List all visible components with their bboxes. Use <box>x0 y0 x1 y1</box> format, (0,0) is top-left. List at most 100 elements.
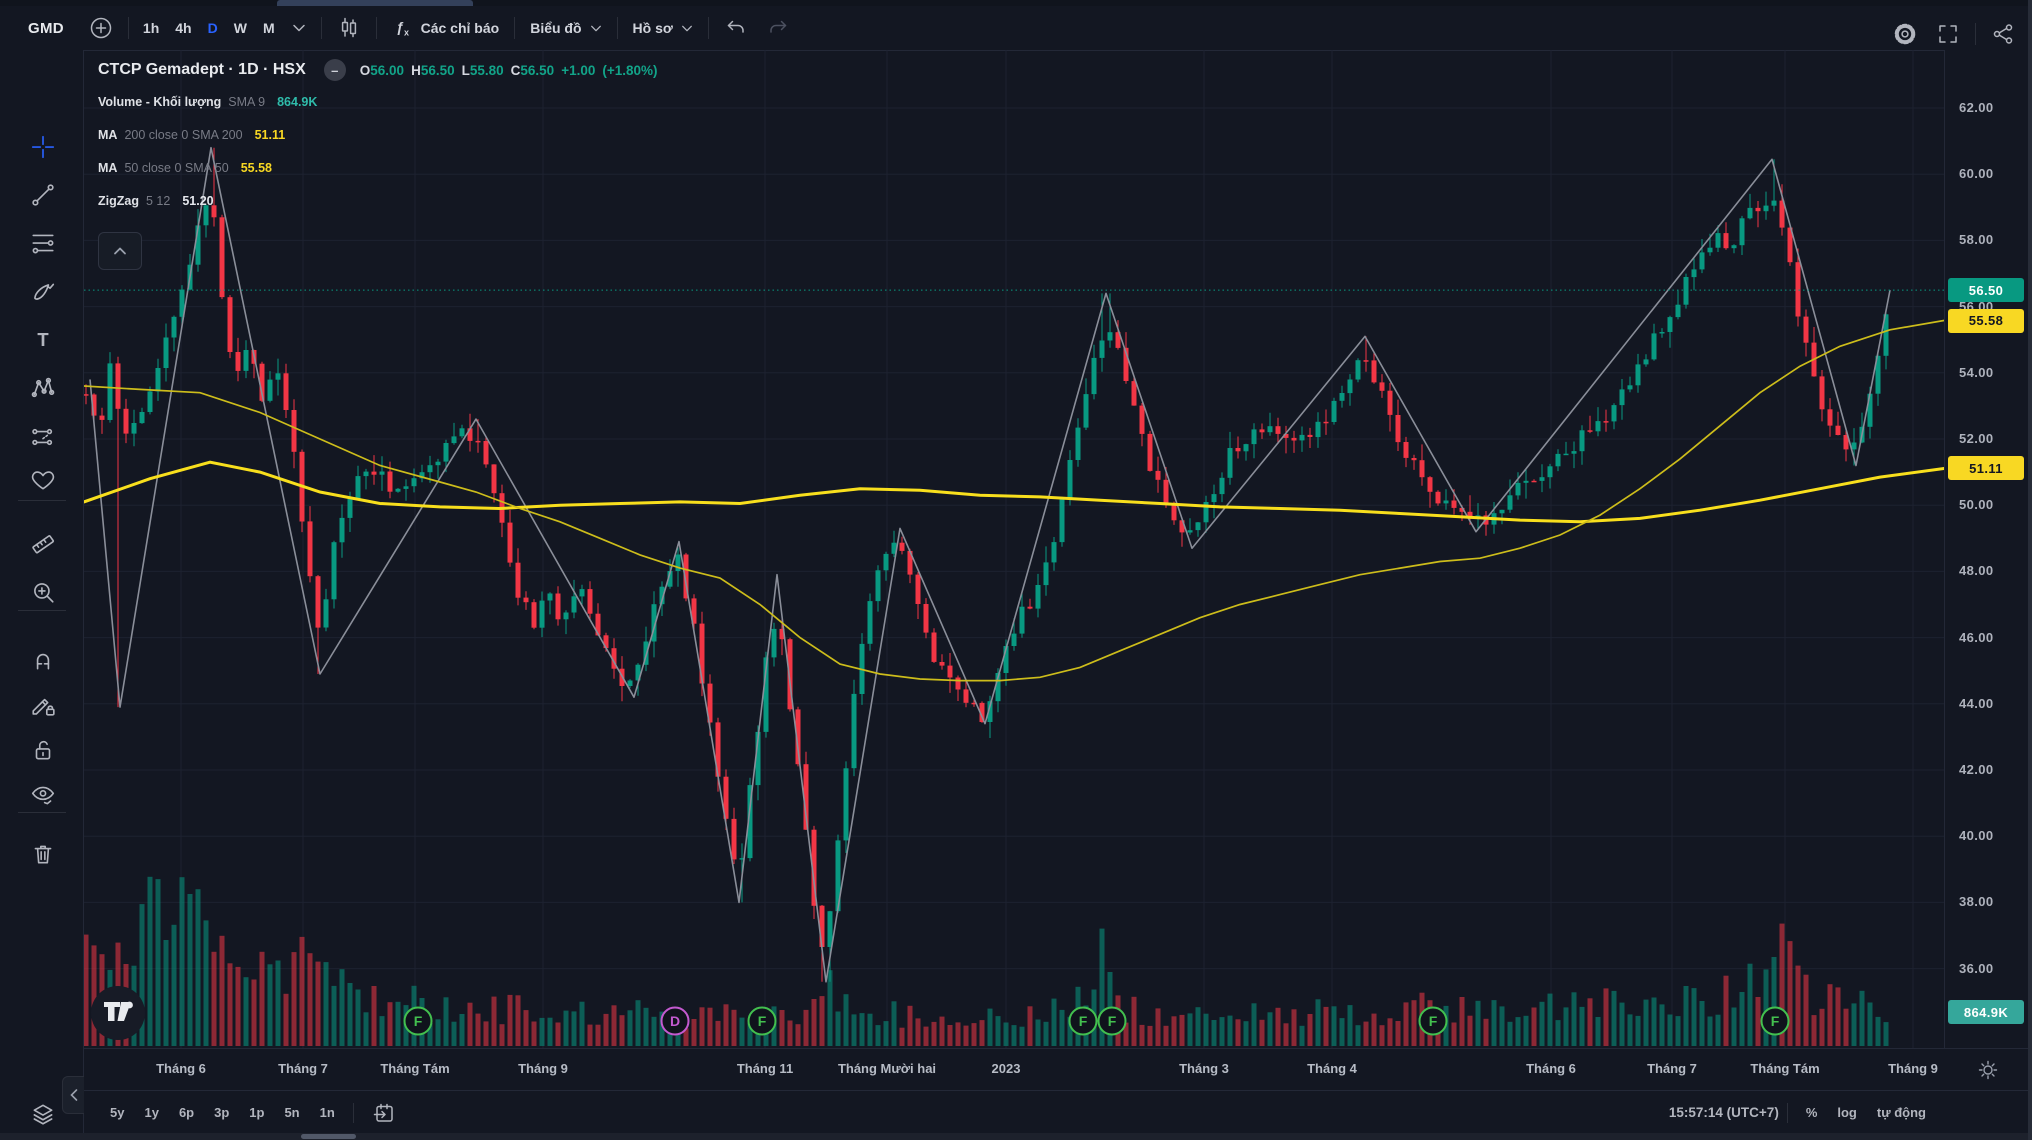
event-badge-F[interactable]: F <box>1068 1006 1098 1036</box>
interval-w-button[interactable]: W <box>233 20 247 36</box>
interval-dropdown-icon[interactable] <box>283 11 315 45</box>
interval-m-button[interactable]: M <box>262 20 275 36</box>
tradingview-logo[interactable] <box>91 986 145 1040</box>
xabcd-pattern-tool[interactable] <box>27 372 59 404</box>
time-axis[interactable]: Tháng 6 Tháng 7 Tháng Tám Tháng 9 Tháng 11 Th… <box>84 1048 1944 1091</box>
event-badge-D[interactable]: D <box>660 1006 690 1036</box>
auto-scale-button[interactable]: tự động <box>1876 1105 1926 1120</box>
divider <box>18 610 66 611</box>
divider <box>514 17 516 39</box>
event-badge-F[interactable]: F <box>1097 1006 1127 1036</box>
legend-row-1[interactable]: MA 200 close 0 SMA 200 51.11 <box>98 122 658 148</box>
event-badge-F[interactable]: F <box>1418 1006 1448 1036</box>
price-axis[interactable]: 62.00 60.00 58.00 56.00 54.00 52.00 50.00 48.00… <box>1944 50 2029 1048</box>
event-badge-F[interactable]: F <box>747 1006 777 1036</box>
event-badge-F[interactable]: F <box>1760 1006 1790 1036</box>
interval-d-button[interactable]: D <box>207 20 218 36</box>
lock-tool[interactable] <box>27 734 59 766</box>
forecast-tool-tool[interactable] <box>27 421 59 453</box>
change-percent: (+1.80%) <box>602 62 658 78</box>
trash-tool[interactable] <box>27 838 59 870</box>
session-sun-icon[interactable] <box>1976 1058 2000 1082</box>
volume-value-badge: 864.9K <box>1948 1000 2024 1024</box>
magnet-tool[interactable] <box>27 644 59 676</box>
range-5n-button[interactable]: 5n <box>284 1105 300 1120</box>
indicators-label: Các chỉ báo <box>420 20 500 36</box>
time-axis-label: Tháng 11 <box>736 1061 794 1076</box>
fib-retracement-icon <box>32 234 54 254</box>
price-axis-label: 40.00 <box>1959 828 1994 844</box>
divider <box>375 17 377 39</box>
profile-menu-button[interactable]: Hồ sơ <box>624 11 702 45</box>
window-right-edge <box>2028 0 2032 1140</box>
divider <box>18 500 66 501</box>
legend-row-0[interactable]: Volume - Khối lượng SMA 9 864.9K <box>98 89 658 115</box>
share-icon[interactable] <box>1982 17 2024 51</box>
range-1n-button[interactable]: 1n <box>319 1105 335 1120</box>
chart-style-candles-icon[interactable] <box>328 11 370 45</box>
settings-gear-icon[interactable] <box>1883 17 1927 51</box>
indicator-params: SMA 9 <box>228 95 266 109</box>
fib-retracement-tool[interactable] <box>27 227 59 259</box>
horizontal-scrollbar[interactable] <box>0 1133 2032 1140</box>
emoji-heart-tool[interactable] <box>27 464 59 496</box>
price-axis-label: 62.00 <box>1959 100 1994 115</box>
clock[interactable]: 15:57:14 (UTC+7) <box>1668 1105 1779 1120</box>
range-1y-button[interactable]: 1y <box>144 1105 159 1120</box>
percent-scale-button[interactable]: % <box>1805 1105 1818 1120</box>
range-5y-button[interactable]: 5y <box>110 1105 125 1120</box>
hide-symbol-icon[interactable]: – <box>323 59 346 81</box>
ruler-tool[interactable] <box>27 527 59 559</box>
hide-drawings-icon <box>31 786 55 805</box>
event-badge-F[interactable]: F <box>403 1006 433 1036</box>
interval-4h-button[interactable]: 4h <box>175 20 192 36</box>
svg-text:F: F <box>758 1013 767 1029</box>
zoom-in-tool[interactable] <box>27 576 59 608</box>
undo-button[interactable] <box>715 11 757 45</box>
botbar-right-group: 15:57:14 (UTC+7) % log tự động <box>1669 1091 1936 1134</box>
range-6p-button[interactable]: 6p <box>178 1105 195 1120</box>
sma50-value-badge: 55.58 <box>1948 308 2024 333</box>
brush-tool[interactable] <box>27 276 59 308</box>
legend: CTCP Gemadept · 1D · HSX – O56.00 H56.50… <box>98 55 658 221</box>
drawing-toolbar: T <box>0 50 86 1140</box>
go-to-date-icon[interactable] <box>362 1099 406 1127</box>
time-axis-label: Tháng Tám <box>1750 1061 1820 1076</box>
log-scale-button[interactable]: log <box>1837 1105 1857 1120</box>
price-axis-label: 42.00 <box>1959 762 1994 777</box>
scrollbar-thumb[interactable] <box>301 1134 356 1139</box>
time-axis-label: Tháng Mười hai <box>837 1061 937 1076</box>
hide-drawings-tool[interactable] <box>27 779 59 811</box>
topbar-right-group <box>1883 12 2024 56</box>
divider <box>616 17 618 39</box>
edit-lock-tool[interactable] <box>27 689 59 721</box>
legend-row-2[interactable]: MA 50 close 0 SMA 50 55.58 <box>98 155 658 181</box>
symbol-search-add-icon[interactable] <box>80 11 122 45</box>
object-tree-tool[interactable] <box>27 1098 59 1130</box>
price-axis-label: 48.00 <box>1959 563 1994 579</box>
range-3p-button[interactable]: 3p <box>214 1105 230 1120</box>
fullscreen-icon[interactable] <box>1927 17 1969 51</box>
time-axis-label: Tháng 6 <box>1526 1061 1576 1076</box>
trendline-tool[interactable] <box>27 179 59 211</box>
legend-collapse-button[interactable] <box>98 232 142 270</box>
symbol-button[interactable]: GMD <box>28 19 64 37</box>
legend-row-3[interactable]: ZigZag 5 12 51.20 <box>98 188 658 214</box>
chevron-down-icon <box>681 24 693 33</box>
chart-menu-button[interactable]: Biểu đồ <box>521 11 610 45</box>
redo-button[interactable] <box>757 11 799 45</box>
collapse-toolbar-button[interactable] <box>62 1076 86 1114</box>
range-1p-button[interactable]: 1p <box>249 1105 265 1120</box>
text-tool-tool[interactable]: T <box>27 324 59 356</box>
interval-1h-button[interactable]: 1h <box>142 20 160 36</box>
divider <box>1975 23 1976 45</box>
symbol-title[interactable]: CTCP Gemadept · 1D · HSX <box>98 61 306 78</box>
svg-text:T: T <box>37 329 49 350</box>
crosshair-tool[interactable] <box>27 131 59 163</box>
divider <box>18 812 66 813</box>
time-axis-label: Tháng 3 <box>1179 1061 1229 1076</box>
